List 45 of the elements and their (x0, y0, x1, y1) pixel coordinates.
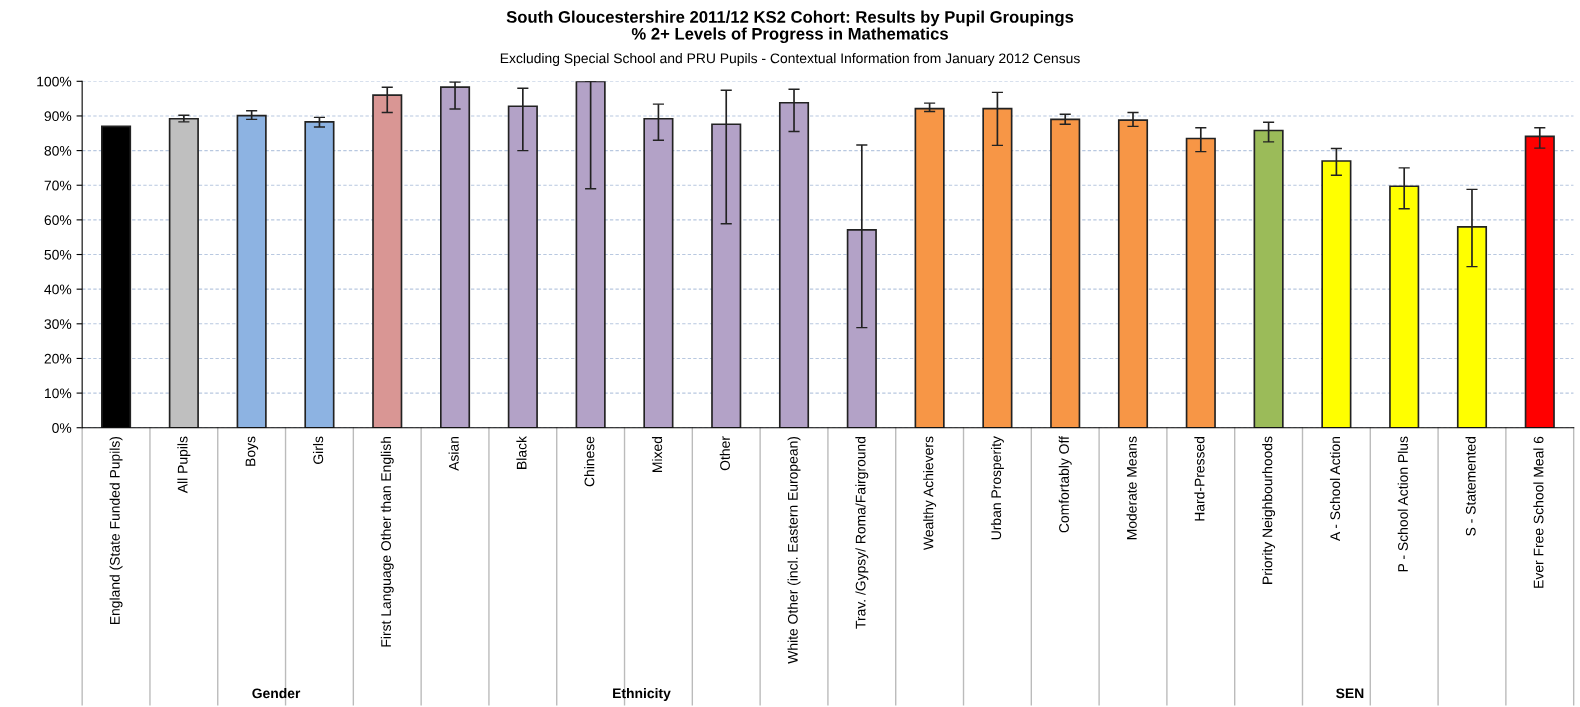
x-tick-label: P - School Action Plus (1397, 436, 1408, 572)
text: SEN (1336, 688, 1364, 699)
y-tick-label: 80% (44, 145, 72, 156)
x-tick-label: First Language Other than English (380, 436, 394, 647)
x-tick-label: Other (719, 436, 730, 471)
y-tick-label: 0% (52, 423, 72, 433)
y-tick-label: 60% (44, 215, 72, 226)
x-tick-label: Girls (312, 436, 324, 464)
x-tick-label: Asian (448, 436, 459, 471)
x-tick-label: Priority Neighbourhoods (1262, 436, 1276, 584)
bar (1050, 118, 1081, 428)
chart-title: South Gloucestershire 2011/12 KS2 Cohort: Results by Pupil Groupings % 2+ Levels of Progress in Mathematics (506, 10, 1074, 44)
x-tick-label: Boys (245, 436, 259, 466)
x-tick-label: Urban Prosperity (990, 436, 1004, 540)
bar (439, 86, 471, 428)
bar (914, 107, 945, 428)
x-tick-label: Comfortably Off (1058, 436, 1072, 533)
y-tick-label: 30% (44, 319, 72, 329)
x-tick-label: Chinese (584, 436, 595, 487)
y-tick-label: 20% (44, 353, 72, 364)
bar (304, 121, 335, 428)
x-tick-label: Black (516, 436, 527, 469)
bar (236, 114, 267, 428)
y-tick-label: 50% (44, 249, 72, 260)
y-tick-label: 100% (37, 76, 72, 87)
bar (575, 81, 606, 428)
x-tick-label: Mixed (651, 436, 663, 472)
x-tick-label: Wealthy Achievers (923, 436, 937, 551)
text: Ethnicity (613, 688, 671, 701)
bar (168, 117, 199, 428)
y-tick-label: 70% (44, 180, 72, 191)
x-tick-label: Hard-Pressed (1194, 436, 1205, 521)
chart-subtitle: Excluding Special School and PRU Pupils - Contextual Information from January 2012 Census (500, 53, 1080, 66)
x-tick-label: A - School Action (1329, 436, 1341, 542)
x-tick-label: Moderate Means (1126, 436, 1137, 540)
y-tick-label: 40% (44, 284, 72, 295)
x-tick-label: All Pupils (177, 436, 191, 494)
y-tick-label: 10% (45, 388, 72, 399)
x-tick-label: Trav. /Gypsy/ Roma/Fairground (855, 436, 869, 629)
x-tick-label: England (State Funded Pupils) (109, 436, 123, 625)
y-tick-label: 90% (44, 111, 72, 122)
x-tick-label: S - Statemented (1465, 436, 1476, 536)
x-tick-label: White Other (incl. Eastern European) (787, 436, 801, 664)
x-tick-label: Ever Free School Meal 6 (1533, 436, 1544, 588)
text: Gender (252, 688, 301, 699)
